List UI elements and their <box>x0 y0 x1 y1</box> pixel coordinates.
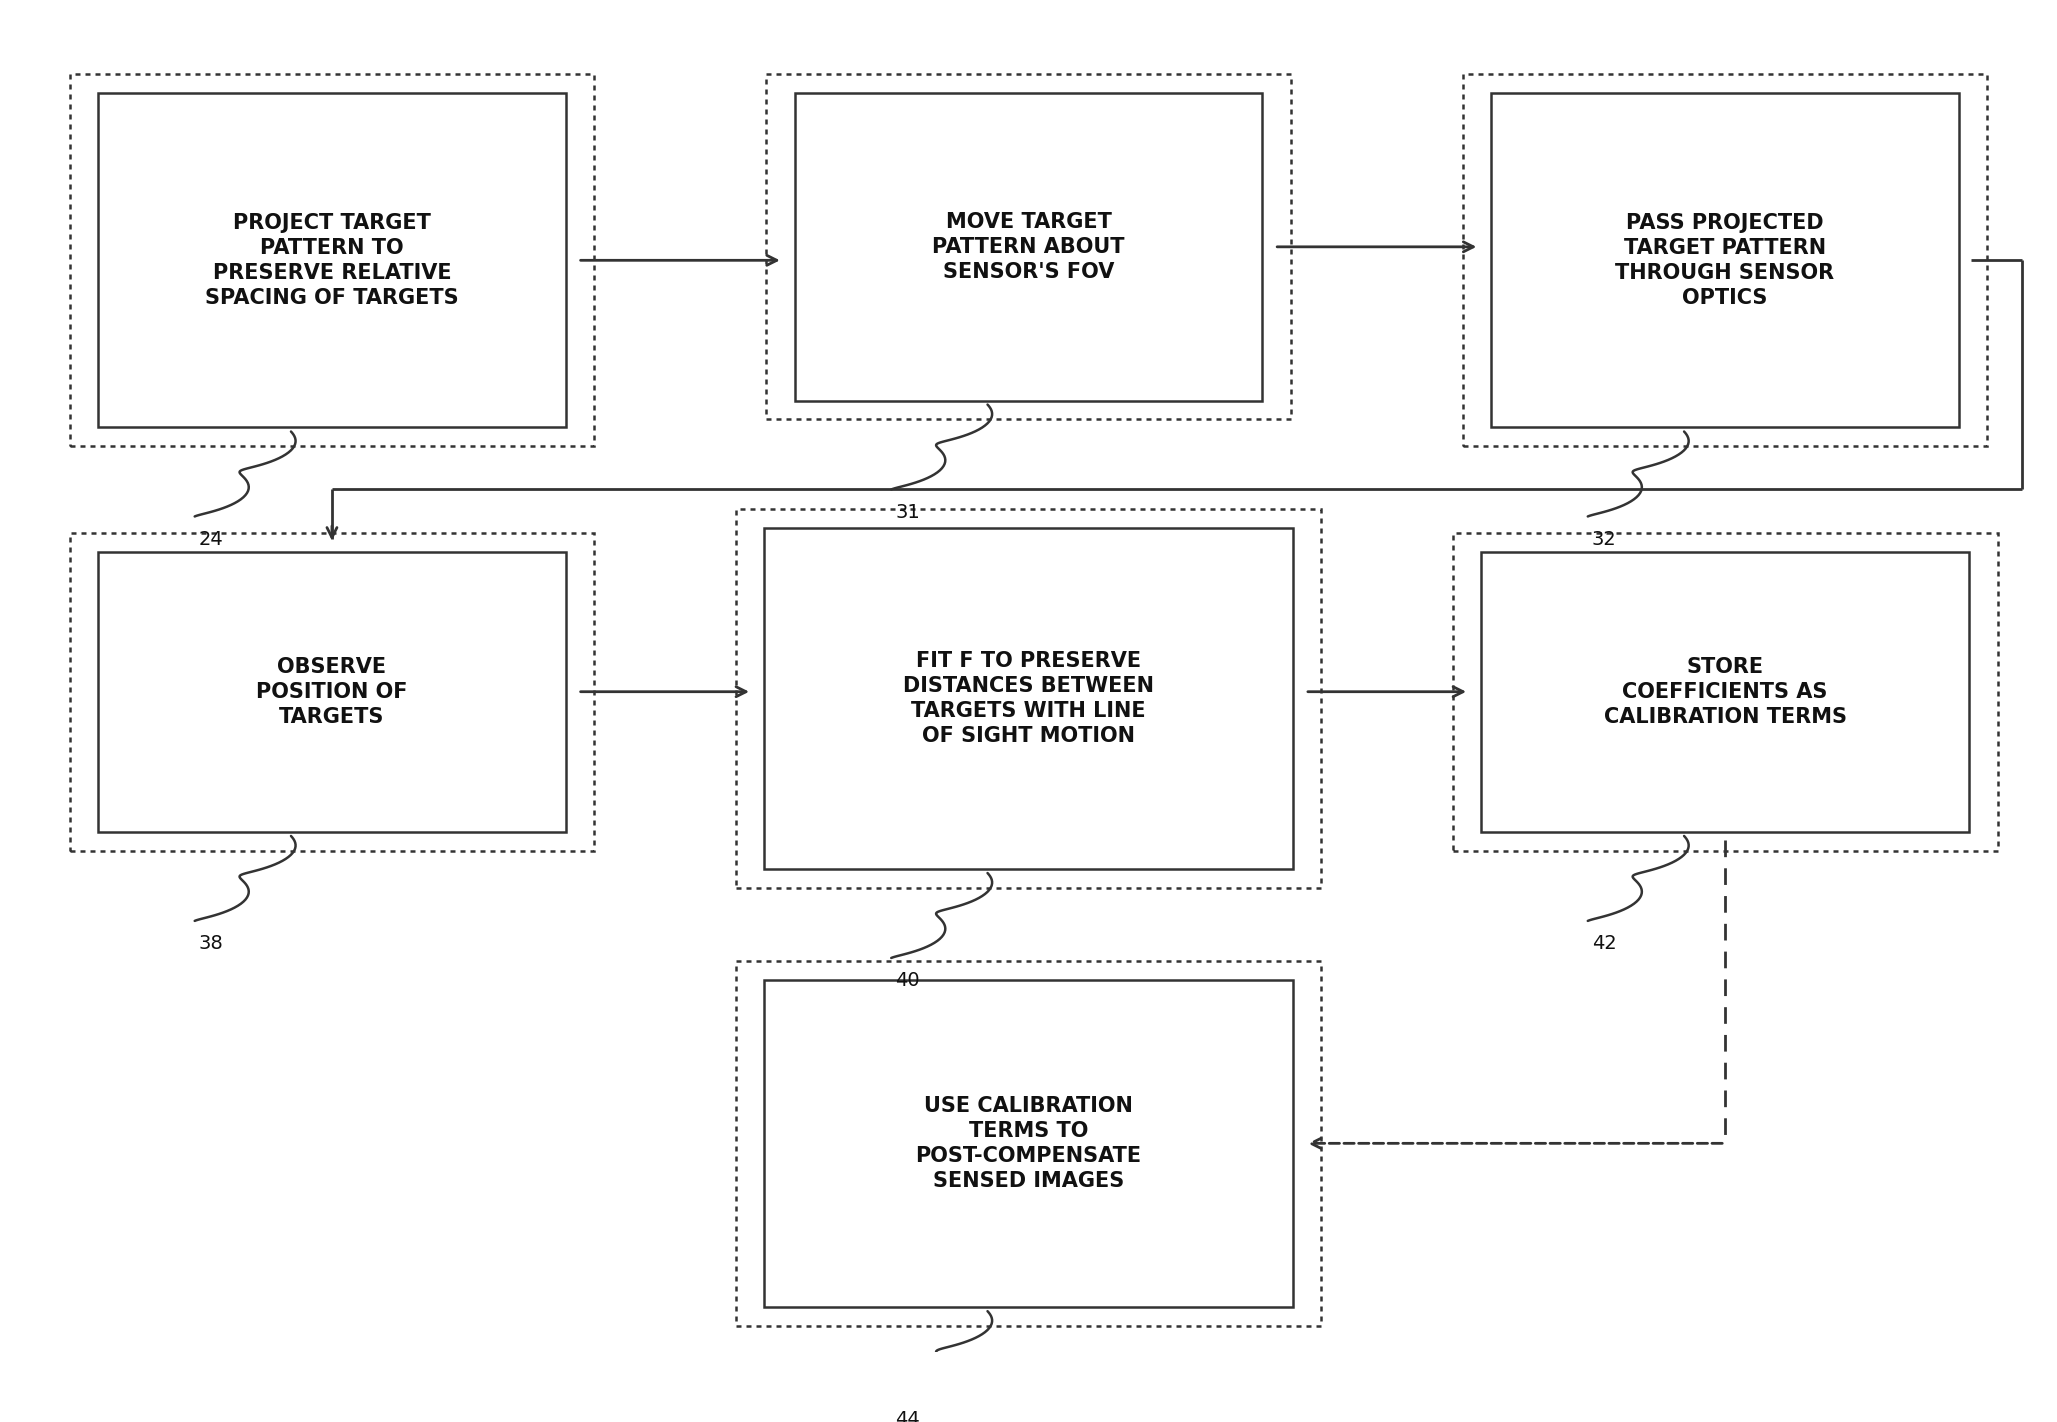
Text: PASS PROJECTED
TARGET PATTERN
THROUGH SENSOR
OPTICS: PASS PROJECTED TARGET PATTERN THROUGH SE… <box>1615 213 1835 307</box>
Bar <box>736 961 1321 1325</box>
Bar <box>736 509 1321 887</box>
Bar <box>99 94 566 428</box>
Bar <box>765 980 1292 1307</box>
Bar <box>765 528 1292 869</box>
Text: 40: 40 <box>895 971 919 991</box>
Text: STORE
COEFFICIENTS AS
CALIBRATION TERMS: STORE COEFFICIENTS AS CALIBRATION TERMS <box>1604 657 1847 727</box>
Bar <box>70 533 594 850</box>
Text: 31: 31 <box>895 503 919 522</box>
Text: 38: 38 <box>200 934 224 953</box>
Text: 32: 32 <box>1592 530 1617 549</box>
Text: 24: 24 <box>200 530 224 549</box>
Bar <box>99 552 566 832</box>
Bar <box>1481 552 1969 832</box>
Text: 44: 44 <box>895 1409 919 1422</box>
Text: 42: 42 <box>1592 934 1617 953</box>
Bar <box>1491 94 1958 428</box>
Text: PROJECT TARGET
PATTERN TO
PRESERVE RELATIVE
SPACING OF TARGETS: PROJECT TARGET PATTERN TO PRESERVE RELAT… <box>206 213 459 307</box>
Bar <box>1452 533 1997 850</box>
Text: USE CALIBRATION
TERMS TO
POST-COMPENSATE
SENSED IMAGES: USE CALIBRATION TERMS TO POST-COMPENSATE… <box>915 1096 1142 1190</box>
Bar <box>1463 74 1987 447</box>
Bar <box>794 94 1263 401</box>
Bar <box>767 74 1290 419</box>
Text: FIT F TO PRESERVE
DISTANCES BETWEEN
TARGETS WITH LINE
OF SIGHT MOTION: FIT F TO PRESERVE DISTANCES BETWEEN TARG… <box>903 651 1154 745</box>
Text: MOVE TARGET
PATTERN ABOUT
SENSOR'S FOV: MOVE TARGET PATTERN ABOUT SENSOR'S FOV <box>932 212 1125 282</box>
Bar <box>70 74 594 447</box>
Text: OBSERVE
POSITION OF
TARGETS: OBSERVE POSITION OF TARGETS <box>257 657 407 727</box>
